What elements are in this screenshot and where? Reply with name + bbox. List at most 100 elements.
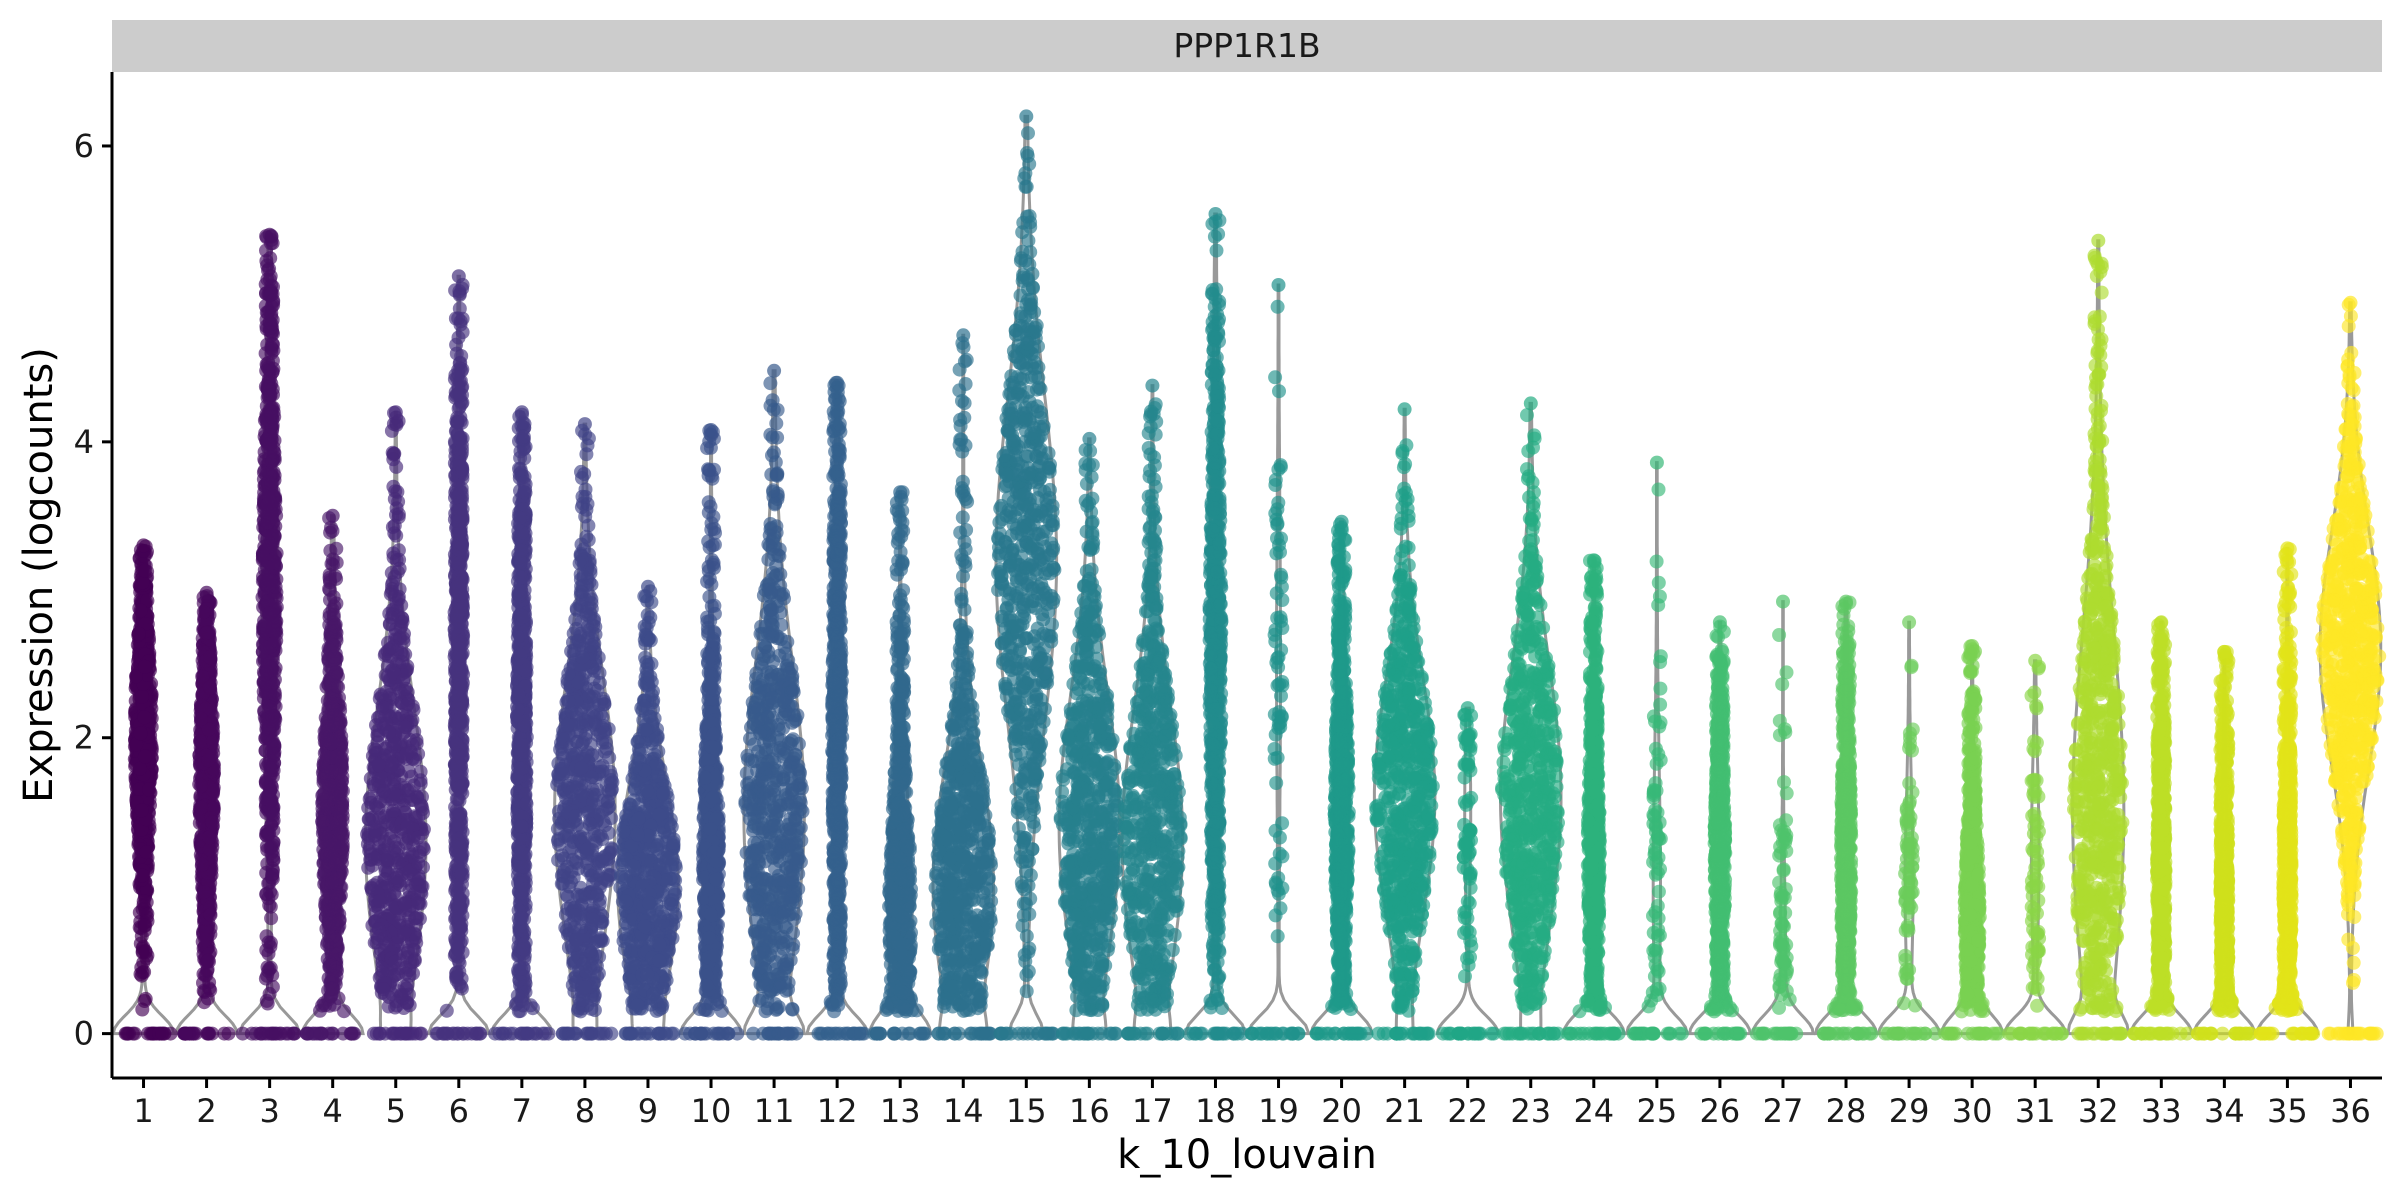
data-point [324,764,339,779]
data-point [329,555,344,570]
data-point [194,778,208,793]
data-point [131,626,146,641]
data-point [451,401,466,416]
data-point [265,733,280,748]
data-point [516,609,531,624]
data-point [264,287,279,302]
data-point [266,387,280,402]
data-point [346,1026,361,1041]
data-point [203,908,218,922]
data-point [387,492,402,506]
data-point [323,902,338,917]
data-point [452,288,467,302]
data-point [580,1026,595,1041]
data-point [264,870,279,885]
data-point [464,1026,479,1041]
data-point [413,797,428,812]
data-point [367,851,382,866]
data-point [202,842,217,857]
data-point [325,524,340,538]
data-point [389,870,404,885]
data-point [410,910,425,925]
data-point [259,254,274,268]
data-point [448,735,463,750]
data-point [315,814,330,829]
data-point [329,541,344,556]
data-point [439,1003,454,1018]
data-point [400,697,415,711]
data-point [155,1026,170,1041]
data-point [450,832,465,847]
data-point [541,1026,556,1041]
data-point [179,1026,193,1041]
data-point [257,504,272,519]
data-point [450,607,465,622]
data-point [262,573,277,587]
data-point [450,579,465,594]
data-point [137,749,152,764]
data-point [514,570,529,585]
data-point [513,911,528,926]
data-point [137,659,152,674]
data-point [321,983,336,998]
data-point [401,783,416,797]
data-point [372,894,387,908]
data-point [381,725,396,740]
data-point [411,856,426,870]
data-point [255,1026,270,1041]
data-point [198,968,213,983]
data-point-max [388,405,403,420]
data-point [451,942,466,957]
data-point [194,800,209,815]
data-point [329,888,344,903]
data-point [518,663,533,678]
data-point [320,733,334,748]
data-point [327,652,342,667]
data-point [370,931,385,946]
data-point [326,607,341,622]
data-point [272,1026,287,1041]
data-point [513,510,527,525]
data-point [206,783,221,798]
data-point-max [514,405,529,420]
data-point [264,477,279,491]
data-point [450,900,465,915]
data-point [398,720,413,735]
data-point [452,642,467,656]
data-point [411,830,426,845]
data-point [514,543,529,558]
data-point [384,640,399,655]
data-point [265,420,280,435]
data-point [205,815,220,830]
data-point [453,676,468,691]
data-point [516,942,531,957]
data-point [200,1026,215,1041]
data-point [392,915,407,930]
data-point [510,630,525,645]
data-point [387,518,402,533]
data-point [313,1026,328,1041]
data-point [259,929,274,944]
data-point-max [451,269,466,284]
data-point [136,894,151,909]
data-point [261,437,276,452]
data-point [325,917,340,931]
data-point [400,995,415,1010]
data-point-max [199,585,214,600]
data-point [133,603,148,618]
data-point [454,867,469,882]
data-point [498,1026,513,1041]
data-point [135,689,149,704]
data-point [451,330,466,345]
data-point [518,882,533,897]
data-point [511,703,525,717]
data-point [510,988,525,1003]
data-point [395,654,410,669]
data-point [400,819,415,834]
data-point [396,673,410,688]
data-point [322,778,337,792]
data-point [138,918,153,933]
data-point [137,994,152,1008]
data-point [317,826,332,841]
